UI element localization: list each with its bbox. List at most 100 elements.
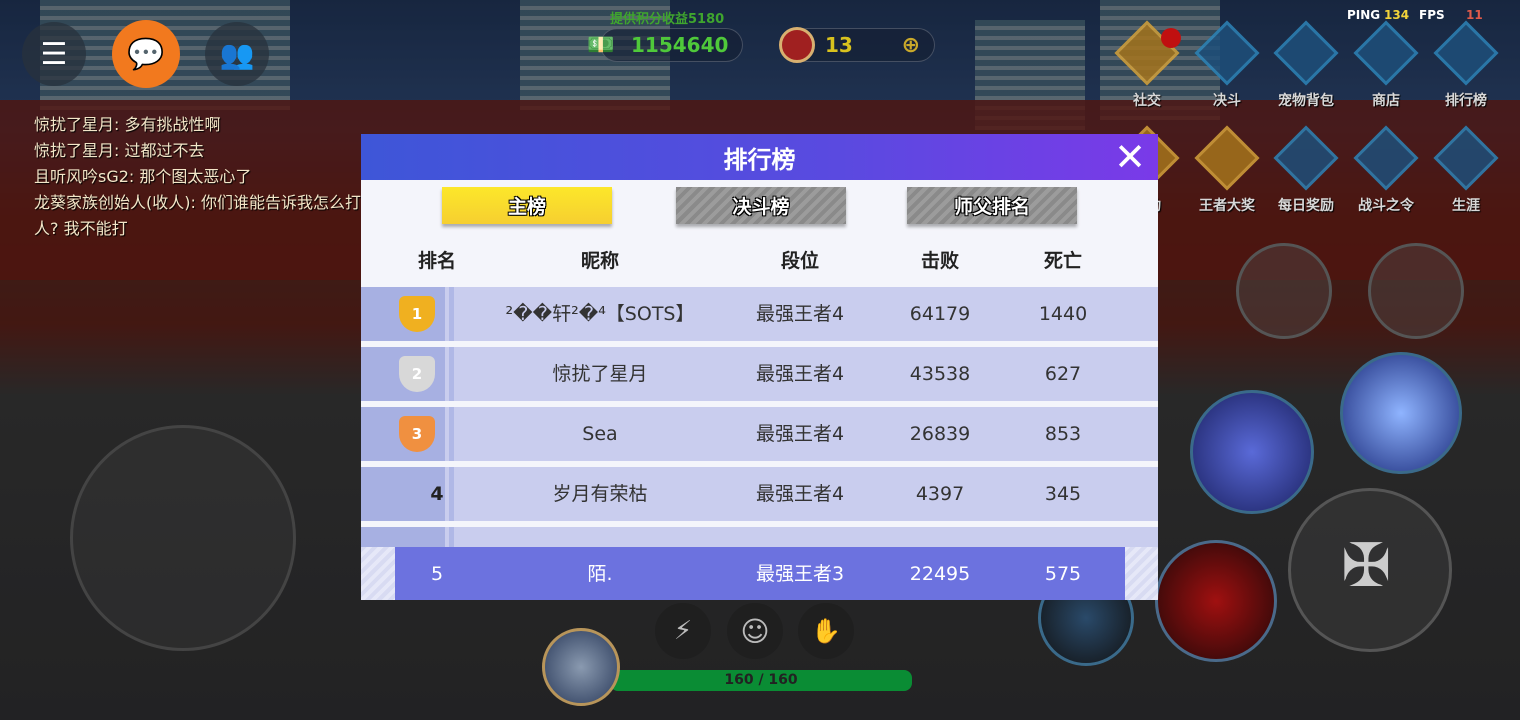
table-row: 4 岁月有荣枯 最强王者4 4397 345 <box>361 467 1158 521</box>
chat-button[interactable]: 💬 <box>112 20 180 88</box>
deaths: 627 <box>1044 363 1082 385</box>
kills: 64179 <box>909 303 971 325</box>
list-icon: ☰ <box>40 36 68 72</box>
tier: 最强王者4 <box>755 423 845 445</box>
table-row: 3 Sea 最强王者4 26839 853 <box>361 407 1158 461</box>
menu-career-button[interactable]: 生涯 <box>1426 125 1506 215</box>
kills: 4397 <box>915 483 965 505</box>
leaderboard-icon <box>1433 20 1499 86</box>
menu-label: 社交 <box>1133 93 1161 109</box>
hp-bar: 160 / 160 <box>610 670 912 691</box>
column-header-rank: 排名 <box>417 250 457 272</box>
menu-label: 每日奖励 <box>1278 198 1334 214</box>
chat-log: 惊扰了星月: 多有挑战性啊 惊扰了星月: 过都过不去 且听风吟sG2: 那个图太… <box>34 112 377 242</box>
tier: 最强王者4 <box>755 363 845 385</box>
ping-value: 134 <box>1384 8 1410 22</box>
emote-button[interactable]: ✋ <box>798 603 854 659</box>
deaths: 1440 <box>1038 303 1088 325</box>
friends-icon: 👥 <box>219 37 255 71</box>
dark-skill-button[interactable] <box>1155 540 1277 662</box>
menu-daily-reward-button[interactable]: 每日奖励 <box>1266 125 1346 215</box>
self-rank: 5 <box>430 563 444 585</box>
menu-duel-button[interactable]: 决斗 <box>1187 20 1267 110</box>
close-button[interactable]: ✕ <box>1108 136 1152 178</box>
smiley-icon: ☺ <box>740 614 770 648</box>
tab-master[interactable]: 师父排名 <box>907 187 1077 224</box>
kills: 43538 <box>909 363 971 385</box>
battle-pass-icon <box>1353 125 1419 191</box>
menu-shop-button[interactable]: 商店 <box>1346 20 1426 110</box>
king-prize-icon <box>1194 125 1260 191</box>
menu-label: 排行榜 <box>1445 93 1487 109</box>
self-name: 陌. <box>587 563 613 585</box>
column-header-tier: 段位 <box>780 250 820 272</box>
column-header-kills: 击败 <box>920 250 960 272</box>
quick-chat-button[interactable]: ⚡ <box>655 603 711 659</box>
menu-king-prize-button[interactable]: 王者大奖 <box>1187 125 1267 215</box>
tier: 最强王者4 <box>755 303 845 325</box>
menu-pet-bag-button[interactable]: 宠物背包 <box>1266 20 1346 110</box>
player-name: Sea <box>582 423 618 445</box>
pet-bag-icon <box>1273 20 1339 86</box>
daily-reward-icon <box>1273 125 1339 191</box>
money-value: 1154640 <box>631 33 729 57</box>
kills: 26839 <box>909 423 971 445</box>
column-header-name: 昵称 <box>580 250 620 272</box>
player-name: 岁月有荣枯 <box>552 483 648 505</box>
menu-button[interactable]: ☰ <box>22 22 86 86</box>
add-token-button[interactable]: ⊕ <box>901 32 920 58</box>
deaths: 853 <box>1044 423 1082 445</box>
column-header-deaths: 死亡 <box>1043 250 1083 272</box>
chat-message: 且听风吟sG2: 那个图太恶心了 <box>34 167 252 186</box>
income-label: 提供积分收益5180 <box>610 12 725 27</box>
menu-label: 商店 <box>1372 93 1400 109</box>
chat-message: 龙葵家族创始人(收人): 你们谁能告诉我怎么打到 <box>34 193 377 212</box>
menu-label: 宠物背包 <box>1278 93 1334 109</box>
table-row: 1 ²��轩²�⁴【SOTS】 最强王者4 64179 1440 <box>361 287 1158 341</box>
close-icon: ✕ <box>1114 135 1146 179</box>
menu-label: 王者大奖 <box>1199 198 1255 214</box>
career-icon <box>1433 125 1499 191</box>
table-row-partial <box>361 527 1158 547</box>
wave-emote-icon: ✋ <box>811 617 841 645</box>
trophy-icon: 2 <box>399 356 435 392</box>
emoji-button[interactable]: ☺ <box>727 603 783 659</box>
money-display: 💵 1154640 <box>587 28 743 62</box>
network-skill-button[interactable] <box>1190 390 1314 514</box>
attack-button[interactable]: ✠ <box>1288 488 1452 652</box>
trophy-icon: 1 <box>399 296 435 332</box>
self-rank-row: 5 陌. 最强王者3 22495 575 <box>395 547 1125 600</box>
chat-message: 惊扰了星月: 多有挑战性啊 <box>34 115 221 134</box>
deaths: 345 <box>1044 483 1082 505</box>
movement-joystick[interactable] <box>70 425 296 651</box>
sprint-button[interactable] <box>1236 243 1332 339</box>
player-name: 惊扰了星月 <box>552 363 648 385</box>
jump-button[interactable] <box>1368 243 1464 339</box>
ping-label: PING <box>1347 8 1381 22</box>
token-display: 13 ⊕ <box>779 27 935 63</box>
lightning-skill-button[interactable] <box>1340 352 1462 474</box>
lightning-chat-icon: ⚡ <box>673 616 693 646</box>
sword-wings-icon: ✠ <box>1341 531 1392 601</box>
notification-dot <box>1161 28 1181 48</box>
self-tier: 最强王者3 <box>755 563 845 585</box>
chat-message: 惊扰了星月: 过都过不去 <box>34 141 205 160</box>
menu-label: 战斗之令 <box>1358 198 1414 214</box>
shop-icon <box>1353 20 1419 86</box>
chat-bubble-icon: 💬 <box>127 36 165 72</box>
player-avatar[interactable] <box>542 628 620 706</box>
tab-main[interactable]: 主榜 <box>442 187 612 224</box>
hp-value: 160 / 160 <box>724 672 798 688</box>
table-row: 2 惊扰了星月 最强王者4 43538 627 <box>361 347 1158 401</box>
token-value: 13 <box>825 33 853 57</box>
cash-icon: 💵 <box>587 32 615 58</box>
menu-social-button[interactable]: 社交 <box>1107 20 1187 110</box>
menu-battle-pass-button[interactable]: 战斗之令 <box>1346 125 1426 215</box>
panel-title: 排行榜 <box>723 145 796 174</box>
menu-leaderboard-button[interactable]: 排行榜 <box>1426 20 1506 110</box>
friends-button[interactable]: 👥 <box>205 22 269 86</box>
fps-value: 11 <box>1466 8 1483 22</box>
tab-duel[interactable]: 决斗榜 <box>676 187 846 224</box>
chat-message: 人? 我不能打 <box>34 219 128 238</box>
trophy-icon: 3 <box>399 416 435 452</box>
